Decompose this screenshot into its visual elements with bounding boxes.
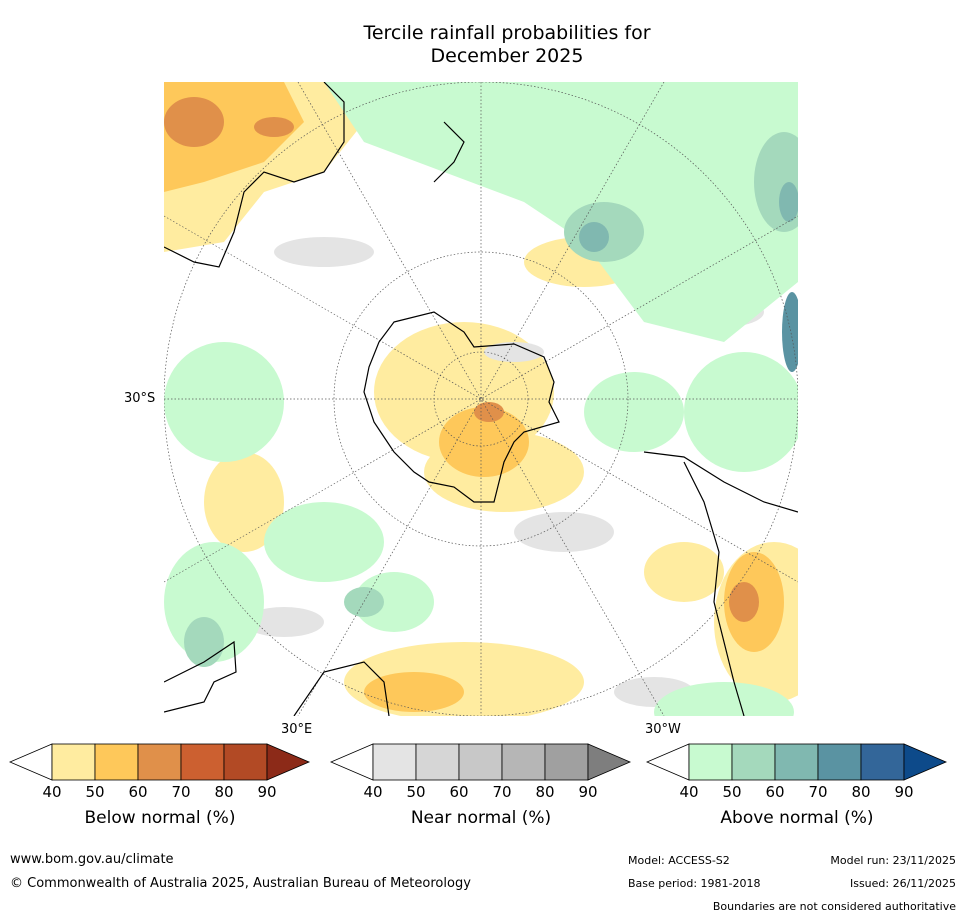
- coastlines: [164, 82, 798, 716]
- colorbar-tick-label: 80: [214, 783, 233, 801]
- colorbar-extend-high: [903, 743, 948, 781]
- model-name: Model: ACCESS-S2: [628, 854, 730, 867]
- colorbar-segment: [415, 743, 460, 781]
- colorbar-above: 40 50 60 70 80 90: [645, 742, 948, 802]
- above-normal-60: [579, 182, 798, 252]
- colorbar-tick-label: 50: [85, 783, 104, 801]
- colorbar-tick-label: 40: [42, 783, 61, 801]
- lon-label-30w: 30°W: [645, 722, 681, 737]
- colorbar-below-svg: 40 50 60 70 80 90: [8, 743, 311, 801]
- colorbar-segment: [137, 743, 182, 781]
- colorbar-segment: [817, 743, 862, 781]
- colorbar-tick-label: 60: [128, 783, 147, 801]
- colorbar-extend-high: [587, 743, 632, 781]
- colorbar-tick-label: 80: [535, 783, 554, 801]
- probability-map: [164, 82, 798, 716]
- colorbar-near-title: Near normal (%): [410, 808, 552, 828]
- colorbar-tick-label: 60: [765, 783, 784, 801]
- colorbar-below: 40 50 60 70 80 90: [8, 742, 311, 802]
- colorbar-above-title: Above normal (%): [720, 808, 874, 828]
- colorbar-tick-label: 40: [679, 783, 698, 801]
- website-link[interactable]: www.bom.gov.au/climate: [10, 852, 174, 867]
- graticule: [164, 82, 798, 716]
- colorbar-below-title: Below normal (%): [84, 808, 236, 828]
- colorbar-segment: [544, 743, 589, 781]
- title-line-1: Tercile rainfall probabilities for: [363, 22, 651, 44]
- colorbar-tick-label: 90: [257, 783, 276, 801]
- colorbar-tick-label: 70: [492, 783, 511, 801]
- colorbar-segment: [774, 743, 819, 781]
- colorbar-extend-high: [266, 743, 311, 781]
- colorbar-segment: [731, 743, 776, 781]
- australia-coast: [164, 82, 345, 268]
- lat-label-30s: 30°S: [124, 391, 156, 406]
- colorbar-tick-label: 40: [363, 783, 382, 801]
- colorbar-segment: [458, 743, 503, 781]
- model-run: Model run: 23/11/2025: [830, 854, 956, 867]
- colorbar-tick-label: 90: [578, 783, 597, 801]
- colorbar-extend-low: [8, 743, 53, 781]
- colorbar-segment: [372, 743, 417, 781]
- new-zealand-coast: [433, 121, 465, 183]
- africa-coast: [164, 640, 390, 716]
- colorbar-tick-label: 80: [851, 783, 870, 801]
- above-normal-layer: [164, 82, 798, 716]
- colorbar-segment: [94, 743, 139, 781]
- antarctica-coast: [363, 311, 560, 503]
- colorbar-extend-low: [645, 743, 690, 781]
- colorbar-segment: [501, 743, 546, 781]
- colorbar-tick-label: 60: [449, 783, 468, 801]
- colorbar-tick-label: 50: [722, 783, 741, 801]
- lon-label-30e: 30°E: [281, 722, 313, 737]
- base-period: Base period: 1981-2018: [628, 877, 761, 890]
- colorbar-tick-label: 70: [171, 783, 190, 801]
- colorbar-near: 40 50 60 70 80 90: [329, 742, 632, 802]
- colorbar-tick-label: 70: [808, 783, 827, 801]
- colorbar-segment: [51, 743, 96, 781]
- below-normal-60: [164, 97, 759, 622]
- title-line-2: December 2025: [430, 45, 584, 67]
- copyright-text: © Commonwealth of Australia 2025, Austra…: [10, 876, 471, 891]
- colorbar-tick-label: 90: [894, 783, 913, 801]
- colorbar-segment: [688, 743, 733, 781]
- colorbar-above-svg: 40 50 60 70 80 90: [645, 743, 948, 801]
- colorbar-tick-label: 50: [406, 783, 425, 801]
- colorbar-segment: [180, 743, 225, 781]
- disclaimer: Boundaries are not considered authoritat…: [712, 900, 956, 913]
- colorbar-segment: [223, 743, 268, 781]
- colorbar-near-svg: 40 50 60 70 80 90: [329, 743, 632, 801]
- colorbar-segment: [860, 743, 905, 781]
- above-normal-70: [782, 292, 798, 372]
- south-america-coast: [643, 451, 798, 716]
- map-title: Tercile rainfall probabilities for Decem…: [0, 22, 965, 68]
- issued-date: Issued: 26/11/2025: [849, 877, 956, 890]
- map-canvas: [164, 82, 798, 716]
- colorbar-extend-low: [329, 743, 374, 781]
